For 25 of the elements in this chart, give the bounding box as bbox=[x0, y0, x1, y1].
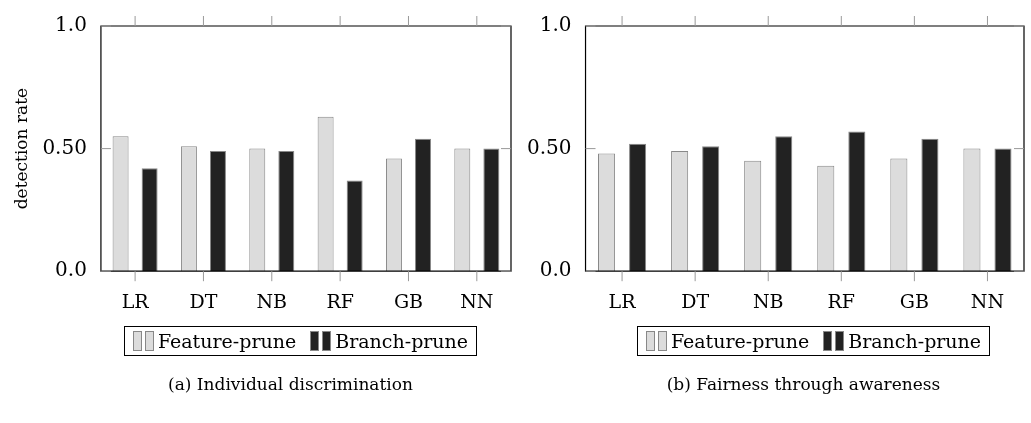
x-tick-label: NB bbox=[752, 289, 784, 312]
x-tick-label: RF bbox=[326, 289, 354, 312]
text: (a) Individual discrimination bbox=[167, 374, 414, 394]
y-axis-title: detection rate bbox=[10, 87, 31, 210]
legend-label: Feature-prune bbox=[157, 330, 297, 352]
text: (b) Fairness through awareness bbox=[665, 374, 942, 394]
x-tick-label: GB bbox=[393, 289, 424, 312]
y-tick-label: 0.50 bbox=[42, 134, 87, 159]
x-tick-label: DT bbox=[681, 289, 710, 312]
y-tick-label: 0.50 bbox=[527, 134, 572, 159]
y-tick-label: 1.0 bbox=[55, 12, 87, 37]
x-tick-label: NN bbox=[970, 289, 1005, 312]
y-tick-label: 0.0 bbox=[539, 257, 572, 282]
legend-label: Branch-prune bbox=[848, 330, 982, 352]
legend-label: Feature-prune bbox=[670, 330, 810, 352]
y-tick-label: 1.0 bbox=[539, 12, 572, 37]
x-tick-label: LR bbox=[121, 289, 150, 312]
y-tick-label: 0.0 bbox=[55, 257, 87, 282]
x-tick-label: LR bbox=[608, 289, 637, 312]
x-tick-label: DT bbox=[189, 289, 218, 312]
x-tick-label: RF bbox=[827, 289, 856, 312]
x-tick-label: NB bbox=[256, 289, 288, 312]
legend-label: Branch-prune bbox=[335, 330, 469, 352]
x-tick-label: NN bbox=[460, 289, 494, 312]
x-tick-label: GB bbox=[899, 289, 929, 312]
